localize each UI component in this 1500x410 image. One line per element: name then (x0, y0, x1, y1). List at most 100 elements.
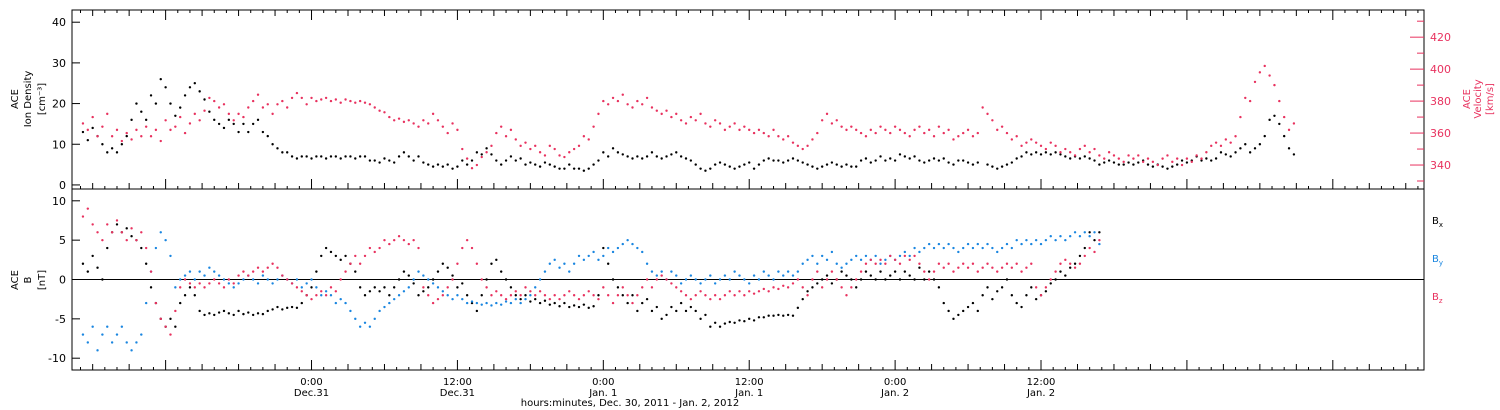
bx-point (582, 303, 586, 306)
bx-point (796, 306, 800, 310)
velocity-point (329, 99, 333, 103)
bz-point (315, 294, 318, 297)
ion-density-point (276, 147, 279, 150)
bx-point (908, 274, 911, 277)
bz-point (869, 258, 872, 262)
bz-point (490, 294, 493, 297)
bz-point (247, 274, 250, 277)
velocity-point (1292, 122, 1296, 125)
by-point (1064, 238, 1067, 242)
ion-density-point (1175, 163, 1179, 166)
bx-point (636, 309, 639, 313)
velocity-point (1127, 154, 1130, 157)
ion-density-point (534, 163, 537, 166)
velocity-point (704, 122, 707, 125)
ion-density-point (971, 163, 975, 166)
by-point (383, 305, 386, 309)
bz-point (436, 297, 440, 301)
bz-point (777, 287, 780, 291)
velocity-point (1214, 141, 1218, 144)
ion-density-point (1107, 159, 1111, 162)
ion-density-point (130, 118, 133, 122)
ion-density-point (1161, 165, 1164, 168)
ion-density-point (568, 163, 571, 166)
bz-point (718, 297, 722, 301)
velocity-point (534, 144, 537, 148)
velocity-point (475, 163, 479, 167)
bz-point (441, 294, 445, 297)
bx-point (1015, 301, 1018, 305)
bz-point (392, 238, 396, 242)
bz-point (110, 231, 114, 234)
x-tick-date-label: Jan. 2 (880, 388, 909, 399)
ion-density-point (855, 165, 858, 168)
velocity-point (1015, 135, 1018, 138)
by-point (577, 254, 581, 258)
x-tick-time-label: 12:00 (735, 377, 764, 388)
by-point (144, 301, 148, 305)
bz-point (602, 286, 605, 289)
bx-point (183, 294, 187, 297)
ion-density-point (606, 155, 610, 158)
ion-density-point (247, 130, 250, 134)
velocity-point (256, 93, 260, 96)
velocity-point (587, 138, 590, 141)
bz-point (913, 254, 916, 258)
ion-density-point (850, 165, 853, 168)
velocity-point (358, 99, 362, 103)
velocity-point (295, 91, 299, 95)
velocity-point (383, 111, 386, 114)
bz-point (923, 270, 926, 273)
ion-density-point (723, 163, 727, 166)
ion-density-point (1064, 155, 1067, 158)
by-point (251, 278, 255, 281)
x-tick-date-label: Jan. 1 (734, 388, 763, 399)
density-axis-label-line2: Ion Density (23, 71, 34, 128)
ion-density-point (937, 159, 941, 162)
bz-point (465, 238, 469, 242)
velocity-point (485, 151, 488, 154)
velocity-point (811, 138, 814, 141)
velocity-point (237, 112, 240, 116)
by-point (130, 349, 133, 352)
bx-point (213, 313, 216, 317)
bz-point (738, 290, 741, 293)
velocity-point (183, 131, 187, 135)
bz-point (694, 294, 697, 297)
ion-density-point (1083, 155, 1086, 158)
bx-point (762, 316, 766, 319)
bx-point (222, 309, 226, 313)
ion-density-point (286, 151, 289, 154)
bz-point (927, 278, 931, 281)
ion-density-point (1112, 161, 1116, 164)
bz-point (816, 270, 819, 273)
velocity-point (645, 96, 649, 100)
ion-density-point (242, 122, 245, 126)
bx-point (568, 305, 571, 309)
by-point (621, 242, 624, 246)
b-axis-label-line3: [nT] (37, 270, 48, 290)
velocity-point (417, 125, 420, 128)
velocity-point (456, 128, 459, 132)
ion-density-point (334, 155, 338, 158)
bz-point (499, 294, 503, 297)
bx-point (490, 262, 493, 265)
bz-point (937, 262, 941, 265)
ion-density-point (422, 161, 425, 164)
bz-point (966, 266, 970, 269)
ion-density-point (572, 167, 576, 170)
velocity-point (957, 135, 960, 138)
by-point (232, 286, 235, 289)
velocity-point (971, 135, 975, 138)
velocity-point (713, 119, 717, 122)
b-y-tick-label: 5 (59, 234, 66, 247)
velocity-point (830, 122, 834, 125)
velocity-point (616, 99, 620, 103)
bx-point (140, 246, 143, 250)
bz-point (120, 231, 124, 234)
bz-point (903, 254, 907, 258)
bx-point (1044, 290, 1048, 293)
bz-point (568, 290, 571, 293)
velocity-point (1239, 115, 1242, 119)
velocity-point (592, 125, 595, 128)
